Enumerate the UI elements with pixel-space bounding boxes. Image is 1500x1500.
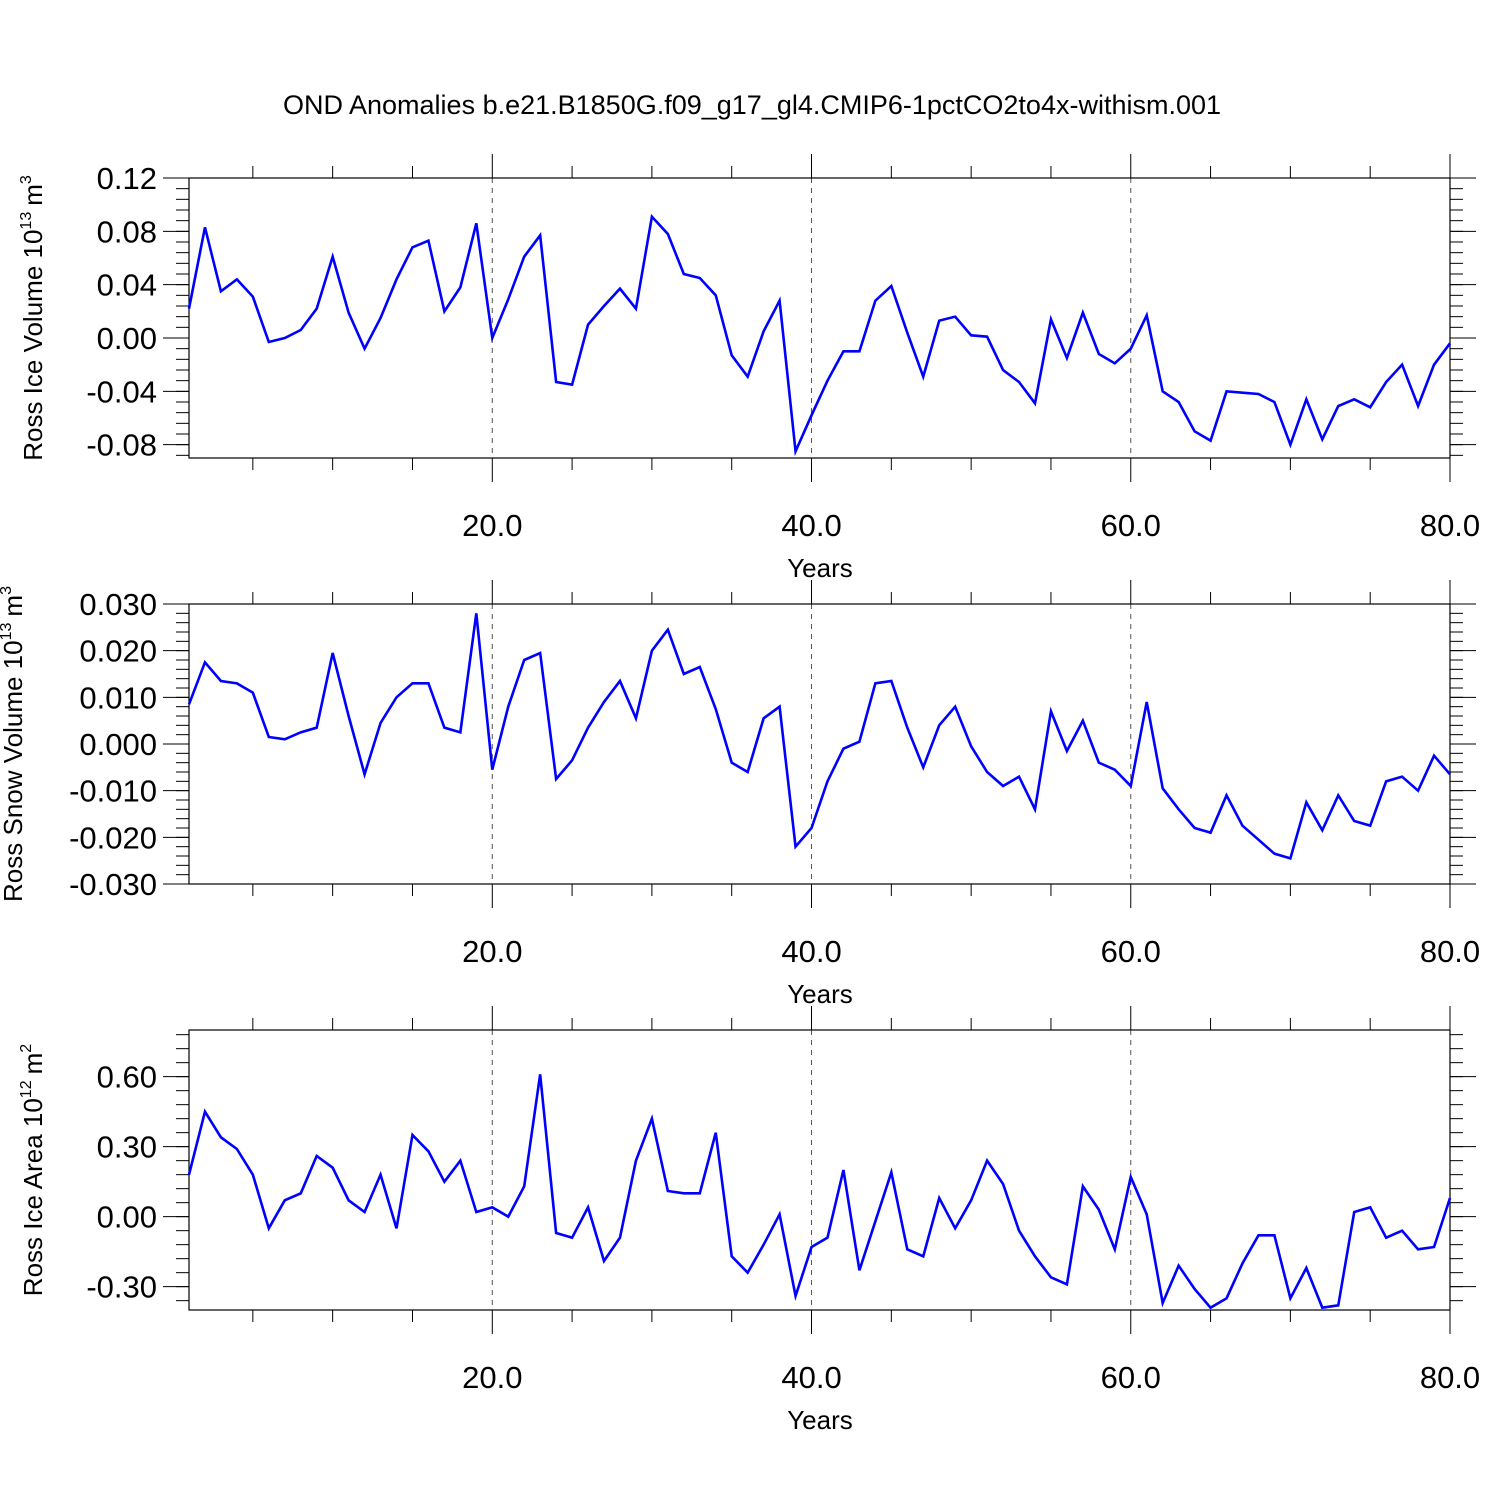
ice-area-plot-frame [188,1029,1451,1311]
snow-volume-plot-frame [188,603,1451,885]
ice-area-ytick-label: -0.30 [86,1270,157,1305]
snow-volume-ytick-label: -0.030 [69,867,157,902]
ice-area-xtick-label: 20.0 [462,1360,522,1395]
ice-volume-ytick-label: -0.08 [86,428,157,463]
ice-volume-plot-frame [188,177,1451,459]
ice-area-series-line [187,1074,1452,1310]
snow-volume-ytick-label: -0.020 [69,820,157,855]
snow-volume-xtick-label: 20.0 [462,934,522,969]
ice-area-xtick-label: 40.0 [781,1360,841,1395]
snow-volume-ytick-label: 0.020 [79,634,157,669]
snow-volume-xtick-label: 40.0 [781,934,841,969]
ice-volume-ytick-label: 0.00 [97,321,157,356]
panel-ice-volume: Ross Ice Volume 1013 m3 Years 20.0 40.0 60.… [18,154,1480,583]
ice-volume-ytick-label: 0.08 [97,214,157,249]
ice-volume-ylabel-unit: m [18,184,48,206]
ice-area-xlabel: Years [787,1405,853,1435]
svg-text:Ross Snow Volume 1013m3: Ross Snow Volume 1013 m3 [0,586,28,902]
snow-volume-ytick-label: 0.030 [79,587,157,622]
ice-volume-ylabel: Ross Ice Volume 1013 m3 [18,175,48,461]
ice-volume-ylabel-exp: 13 [18,212,35,230]
snow-volume-ylabel-unit: m [0,595,28,617]
ice-volume-xtick-label: 60.0 [1101,508,1161,543]
ice-volume-ytick-label: 0.04 [97,268,157,303]
ice-volume-ylabel-text: Ross Ice Volume 10 [18,230,48,461]
ice-volume-xlabel: Years [787,553,853,583]
ice-area-ylabel-unit-exp: 2 [18,1044,35,1053]
snow-volume-ylabel-unit-exp: 3 [0,586,15,595]
ice-volume-xtick-label: 20.0 [462,508,522,543]
svg-text:Ross Ice Area 1012m2: Ross Ice Area 1012 m2 [18,1044,48,1296]
snow-volume-ylabel-text: Ross Snow Volume 10 [0,640,28,902]
snow-volume-series-line [187,613,1451,860]
ice-volume-ytick-label: 0.12 [97,161,157,196]
panel-ice-area: Ross Ice Area 1012 m2 Years 20.0 40.0 60.0 8… [18,1006,1480,1435]
ice-volume-series-line [187,213,1452,457]
snow-volume-xlabel: Years [787,979,853,1009]
ice-area-ylabel-unit: m [18,1053,48,1075]
snow-volume-ytick-label: -0.010 [69,774,157,809]
snow-volume-xtick-label: 60.0 [1101,934,1161,969]
svg-text:Ross Ice Volume 1013m3: Ross Ice Volume 1013 m3 [18,175,48,461]
snow-volume-ytick-label: 0.000 [79,727,157,762]
figure-title: OND Anomalies b.e21.B1850G.f09_g17_gl4.C… [283,90,1221,120]
ice-area-ytick-label: 0.30 [97,1130,157,1165]
ice-area-ytick-label: 0.60 [97,1060,157,1095]
ice-volume-ytick-label: -0.04 [86,374,157,409]
ice-area-ytick-label: 0.00 [97,1200,157,1235]
ice-volume-xtick-label: 80.0 [1420,508,1480,543]
ice-area-xtick-label: 80.0 [1420,1360,1480,1395]
ice-volume-ylabel-unit-exp: 3 [18,175,35,184]
ice-area-ylabel: Ross Ice Area 1012 m2 [18,1044,48,1296]
snow-volume-xtick-label: 80.0 [1420,934,1480,969]
panel-snow-volume: Ross Snow Volume 1013 m3 Years 20.0 40.0 60… [0,580,1480,1009]
snow-volume-ylabel-exp: 13 [0,622,15,640]
ice-area-ylabel-exp: 12 [18,1080,35,1098]
ice-area-ylabel-text: Ross Ice Area 10 [18,1098,48,1296]
snow-volume-ytick-label: 0.010 [79,680,157,715]
ice-volume-xtick-label: 40.0 [781,508,841,543]
ice-area-xtick-label: 60.0 [1101,1360,1161,1395]
snow-volume-ylabel: Ross Snow Volume 1013 m3 [0,586,28,902]
